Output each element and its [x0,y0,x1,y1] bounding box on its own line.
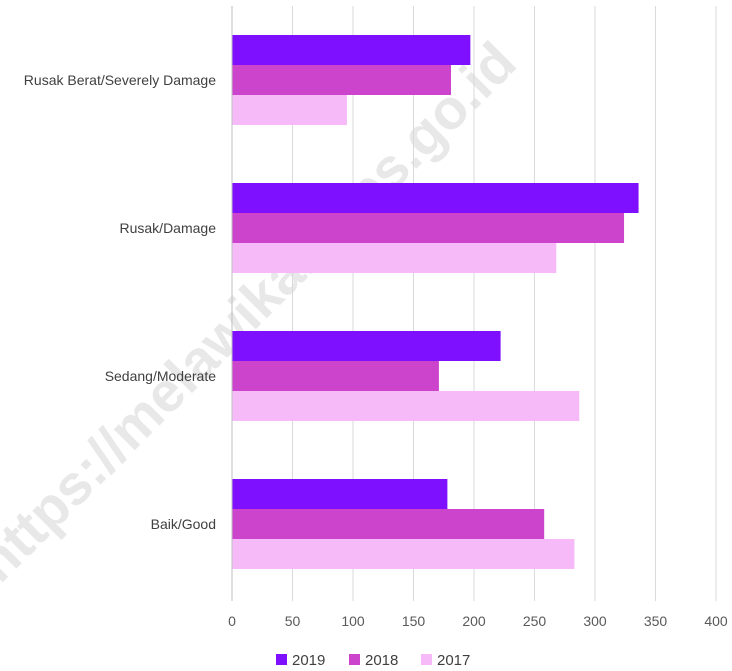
bar-2019 [232,35,471,65]
bar-2019 [232,479,448,509]
x-tick-label: 200 [462,613,486,629]
x-tick-label: 400 [704,613,728,629]
bar-2017 [232,391,580,421]
bar-2018 [232,213,625,243]
x-tick-label: 0 [228,613,236,629]
category-label: Sedang/Moderate [105,368,217,384]
legend-swatch-2019 [276,654,287,665]
bar-2018 [232,509,545,539]
x-axis-tick-labels: 0 50 100 150 200 250 300 350 400 [228,613,728,629]
legend-label: 2018 [365,652,398,669]
bar-2017 [232,95,347,125]
x-tick-label: 150 [402,613,426,629]
bar-2018 [232,361,439,391]
x-tick-label: 50 [285,613,301,629]
category-label: Baik/Good [151,516,216,532]
legend-swatch-2017 [421,654,432,665]
category-labels: Rusak Berat/Severely Damage Rusak/Damage S… [24,72,216,532]
x-tick-label: 100 [341,613,365,629]
bar-2019 [232,331,501,361]
legend-label: 2017 [437,652,470,669]
x-tick-label: 350 [644,613,668,629]
legend: 2019 2018 2017 [276,652,470,669]
category-label: Rusak Berat/Severely Damage [24,72,216,88]
legend-label: 2019 [292,652,325,669]
bar-2019 [232,183,639,213]
category-label: Rusak/Damage [120,220,217,236]
bar-2017 [232,539,575,569]
legend-swatch-2018 [349,654,360,665]
bar-2017 [232,243,557,273]
x-tick-label: 250 [523,613,547,629]
x-tick-label: 300 [583,613,607,629]
bar-2018 [232,65,452,95]
bars [231,6,639,601]
